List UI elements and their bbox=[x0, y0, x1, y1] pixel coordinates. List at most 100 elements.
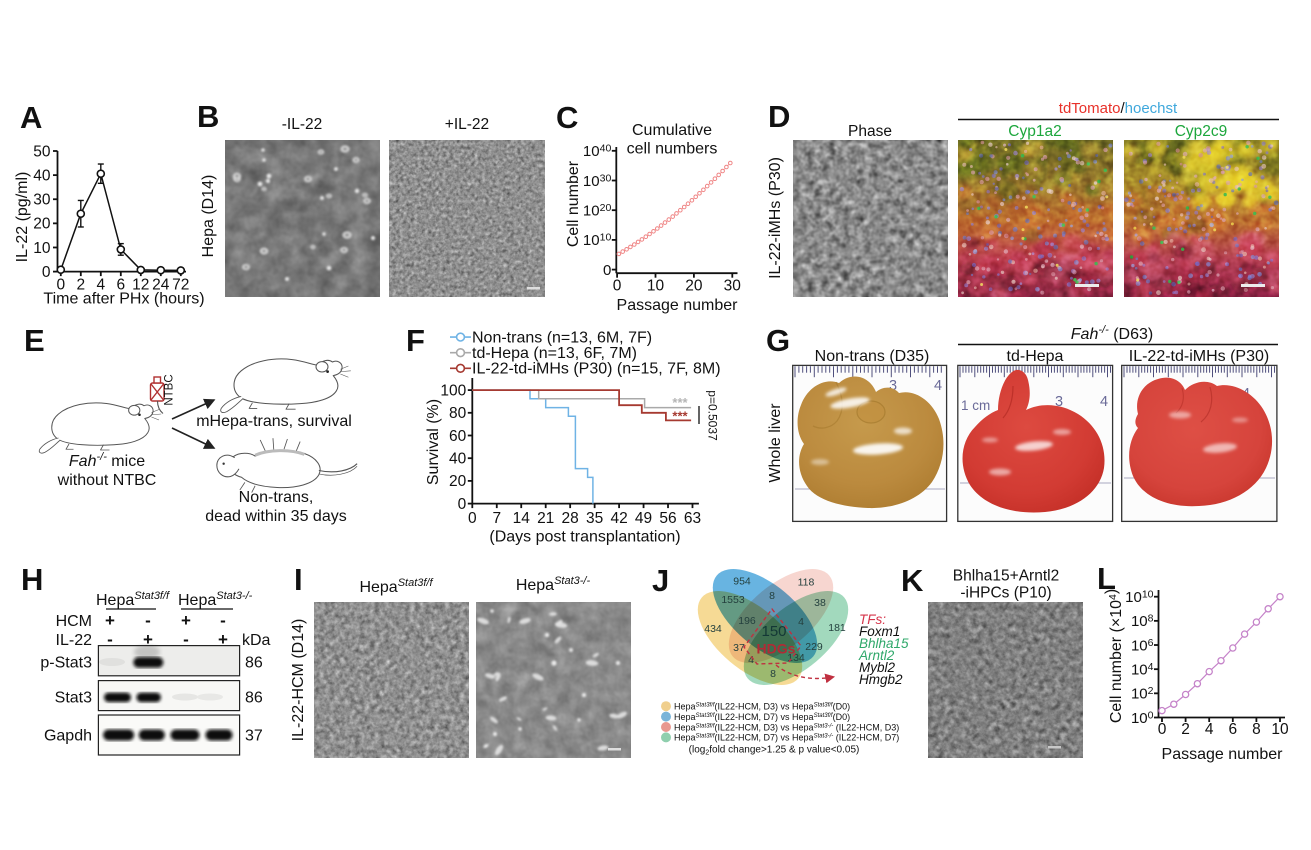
svg-text:0: 0 bbox=[42, 264, 51, 281]
svg-text:HepaStat3f/f​(IL22-HCM, D7) vs: HepaStat3f/f​(IL22-HCM, D7) vs HepaStat3… bbox=[674, 733, 899, 743]
svg-text:-IL-22: -IL-22 bbox=[282, 116, 323, 133]
svg-text:20: 20 bbox=[685, 277, 703, 294]
svg-text:Hmgb2: Hmgb2 bbox=[859, 672, 903, 687]
svg-text:Passage number: Passage number bbox=[617, 297, 739, 314]
svg-text:-: - bbox=[145, 611, 151, 630]
svg-text:3: 3 bbox=[1055, 394, 1063, 410]
svg-text:(Days post transplantation): (Days post transplantation) bbox=[489, 529, 680, 546]
svg-text:Fah-/- mice: Fah-/- mice bbox=[69, 451, 145, 470]
svg-text:24: 24 bbox=[152, 277, 170, 294]
svg-text:Gapdh: Gapdh bbox=[44, 728, 92, 745]
svg-text:20: 20 bbox=[449, 473, 467, 490]
svg-text:0: 0 bbox=[468, 510, 477, 527]
svg-text:37: 37 bbox=[733, 642, 745, 654]
svg-text:***: *** bbox=[672, 409, 688, 424]
svg-text:37: 37 bbox=[245, 728, 263, 745]
svg-text:60: 60 bbox=[449, 428, 467, 445]
svg-text:-iHPCs (P10): -iHPCs (P10) bbox=[960, 585, 1051, 602]
svg-text:50: 50 bbox=[33, 143, 51, 160]
svg-text:-: - bbox=[183, 630, 189, 649]
svg-text:Non-trans,: Non-trans, bbox=[239, 489, 314, 506]
svg-text:Non-trans (n=13, 6M, 7F): Non-trans (n=13, 6M, 7F) bbox=[472, 329, 652, 346]
svg-text:134: 134 bbox=[787, 652, 805, 664]
svg-text:118: 118 bbox=[798, 577, 815, 589]
svg-text:4: 4 bbox=[1100, 394, 1108, 410]
svg-text:-: - bbox=[220, 611, 226, 630]
svg-text:12: 12 bbox=[132, 277, 149, 294]
svg-text:K: K bbox=[901, 563, 924, 598]
svg-text:229: 229 bbox=[805, 641, 823, 653]
svg-text:tdTomato/hoechst: tdTomato/hoechst bbox=[1059, 100, 1178, 117]
svg-text:+: + bbox=[181, 611, 191, 630]
svg-text:(log2fold change>1.25 & p valu: (log2fold change>1.25 & p value<0.05) bbox=[689, 745, 860, 757]
svg-text:6: 6 bbox=[1228, 721, 1237, 738]
svg-text:HDGs: HDGs bbox=[757, 641, 796, 657]
svg-text:IL-22-td-iMHs (P30) (n=15, 7F,: IL-22-td-iMHs (P30) (n=15, 7F, 8M) bbox=[472, 361, 721, 378]
svg-text:Bhlha15+Arntl2: Bhlha15+Arntl2 bbox=[953, 568, 1059, 585]
svg-text:28: 28 bbox=[562, 510, 579, 527]
svg-text:HepaStat3f/f​(IL22-HCM, D3) vs: HepaStat3f/f​(IL22-HCM, D3) vs HepaStat3… bbox=[674, 702, 850, 712]
svg-text:A: A bbox=[20, 100, 42, 135]
svg-text:35: 35 bbox=[586, 510, 603, 527]
svg-text:+: + bbox=[143, 630, 153, 649]
svg-text:J: J bbox=[652, 563, 669, 598]
svg-text:8: 8 bbox=[1252, 721, 1261, 738]
svg-text:G: G bbox=[766, 323, 790, 358]
svg-text:C: C bbox=[556, 100, 578, 135]
svg-text:0: 0 bbox=[1158, 721, 1167, 738]
svg-text:38: 38 bbox=[814, 597, 826, 609]
svg-text:Non-trans (D35): Non-trans (D35) bbox=[815, 348, 930, 365]
svg-text:40: 40 bbox=[449, 451, 467, 468]
svg-text:Cyp2c9: Cyp2c9 bbox=[1175, 123, 1228, 140]
svg-text:HCM: HCM bbox=[56, 613, 92, 630]
svg-text:mHepa-trans, survival: mHepa-trans, survival bbox=[196, 413, 352, 430]
svg-text:0: 0 bbox=[56, 277, 65, 294]
svg-text:4: 4 bbox=[798, 616, 804, 628]
svg-text:1 cm: 1 cm bbox=[961, 398, 990, 413]
svg-text:4: 4 bbox=[748, 654, 754, 666]
svg-text:Cell number: Cell number bbox=[565, 160, 582, 247]
svg-text:NTBC: NTBC bbox=[164, 374, 176, 405]
svg-text:4: 4 bbox=[96, 277, 105, 294]
svg-text:20: 20 bbox=[33, 216, 51, 233]
svg-text:IL-22: IL-22 bbox=[56, 632, 93, 649]
svg-text:HepaStat3f/f​(IL22-HCM, D3) vs: HepaStat3f/f​(IL22-HCM, D3) vs HepaStat3… bbox=[674, 722, 899, 732]
svg-text:Arntl2: Arntl2 bbox=[858, 648, 895, 663]
svg-text:H: H bbox=[21, 562, 43, 597]
svg-text:10: 10 bbox=[1271, 721, 1289, 738]
svg-text:72: 72 bbox=[172, 277, 189, 294]
svg-text:100: 100 bbox=[440, 382, 466, 399]
svg-text:IL-22-HCM (D14): IL-22-HCM (D14) bbox=[290, 619, 307, 742]
svg-text:4: 4 bbox=[934, 378, 942, 394]
svg-text:Hepa (D14): Hepa (D14) bbox=[200, 175, 217, 258]
svg-text:0: 0 bbox=[613, 277, 622, 294]
svg-text:10: 10 bbox=[33, 240, 51, 257]
svg-text:without NTBC: without NTBC bbox=[57, 472, 157, 489]
svg-text:2: 2 bbox=[1181, 721, 1190, 738]
svg-text:IL-22-td-iMHs (P30): IL-22-td-iMHs (P30) bbox=[1129, 348, 1269, 365]
svg-text:F: F bbox=[406, 323, 425, 358]
svg-text:42: 42 bbox=[610, 510, 627, 527]
svg-text:0: 0 bbox=[603, 262, 611, 279]
svg-text:86: 86 bbox=[245, 690, 263, 707]
svg-text:Phase: Phase bbox=[848, 123, 892, 140]
svg-text:E: E bbox=[24, 323, 45, 358]
svg-text:p=0.5037: p=0.5037 bbox=[706, 390, 720, 441]
svg-text:434: 434 bbox=[704, 623, 722, 635]
svg-text:0: 0 bbox=[458, 496, 467, 513]
svg-text:HepaStat3f/f​(IL22-HCM, D7) vs: HepaStat3f/f​(IL22-HCM, D7) vs HepaStat3… bbox=[674, 712, 850, 722]
svg-text:TFs:: TFs: bbox=[859, 612, 886, 627]
svg-text:150: 150 bbox=[761, 623, 786, 640]
svg-text:3: 3 bbox=[889, 378, 897, 394]
svg-text:40: 40 bbox=[33, 167, 51, 184]
svg-text:14: 14 bbox=[513, 510, 531, 527]
svg-text:Mybl2: Mybl2 bbox=[859, 660, 896, 675]
svg-text:p-Stat3: p-Stat3 bbox=[40, 655, 92, 672]
svg-text:kDa: kDa bbox=[242, 632, 271, 649]
svg-text:954: 954 bbox=[733, 576, 751, 588]
svg-text:td-Hepa: td-Hepa bbox=[1007, 348, 1064, 365]
svg-text:63: 63 bbox=[684, 510, 701, 527]
svg-text:+: + bbox=[105, 611, 115, 630]
svg-text:Foxm1: Foxm1 bbox=[859, 624, 900, 639]
svg-text:B: B bbox=[197, 99, 219, 134]
